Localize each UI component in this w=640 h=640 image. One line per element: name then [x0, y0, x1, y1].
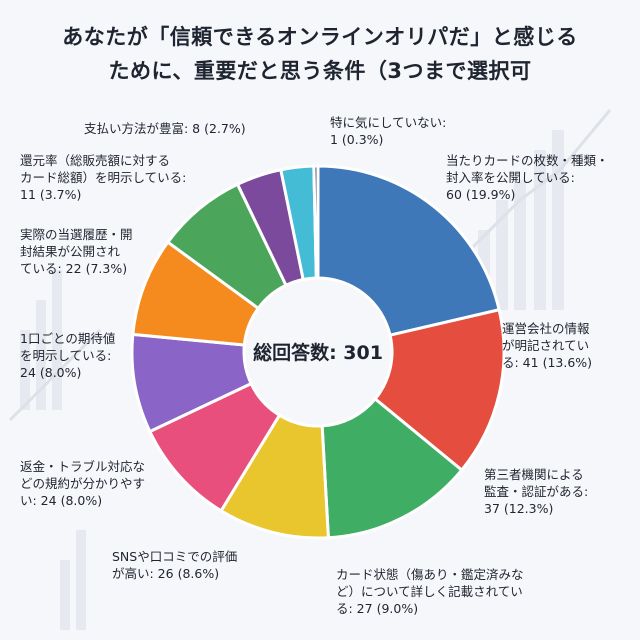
slice-label-10-line-1: 1 (0.3%) [330, 132, 384, 147]
slice-label-1-line-2: る: 41 (13.6%) [502, 355, 593, 370]
slice-label-7-line-2: ている: 22 (7.3%) [20, 261, 128, 276]
slice-label-0-line-1: 封入率を公開している: [446, 170, 575, 185]
slice-label-7-line-1: 封結果が公開され [20, 244, 121, 259]
slice-label-6-line-2: 24 (8.0%) [20, 365, 82, 380]
slice-label-0: 当たりカードの枚数・種類・ 封入率を公開している: 60 (19.9%) [446, 152, 609, 203]
chart-title: あなたが「信頼できるオンラインオリパだ」と感じる ために、重要だと思う条件（3つ… [0, 20, 640, 88]
slice-label-10-line-0: 特に気にしていない: [330, 115, 447, 130]
slice-label-1: 運営会社の情報 が明記されてい る: 41 (13.6%) [502, 320, 592, 371]
slice-label-6-line-1: を明示している: [20, 348, 112, 363]
slice-label-5-line-0: 返金・トラブル対応な [20, 459, 146, 474]
slice-label-9: 支払い方法が豊富: 8 (2.7%) [84, 120, 246, 137]
slice-label-2-line-1: 監査・認証がある: [484, 484, 589, 499]
slice-label-5-line-1: どの規約が分かりやす [20, 476, 146, 491]
center-total-label: 総回答数: 301 [253, 341, 383, 364]
slice-label-1-line-0: 運営会社の情報 [502, 321, 590, 336]
slice-label-3: カード状態（傷あり・鑑定済みな ど）について詳しく記載されてい る: 27 (9.0… [336, 566, 524, 617]
chart-title-line-1: あなたが「信頼できるオンラインオリパだ」と感じる [62, 25, 578, 49]
slice-label-4-line-1: が高い: 26 (8.6%) [112, 566, 220, 581]
slice-label-8-line-1: カード総額）を明示している: [20, 170, 187, 185]
slice-label-4-line-0: SNSや口コミでの評価 [112, 549, 238, 564]
slice-label-7-line-0: 実際の当選履歴・開 [20, 227, 133, 242]
slice-label-1-line-1: が明記されてい [502, 338, 590, 353]
slice-label-4: SNSや口コミでの評価 が高い: 26 (8.6%) [112, 548, 237, 582]
slice-label-3-line-0: カード状態（傷あり・鑑定済みな [336, 567, 524, 582]
slice-label-2-line-0: 第三者機関による [484, 467, 584, 482]
slice-label-5-line-2: い: 24 (8.0%) [20, 493, 103, 508]
slice-label-10: 特に気にしていない: 1 (0.3%) [330, 114, 446, 148]
slice-label-8: 還元率（総販売額に対するカード総額）を明示している: 11 (3.7%) [20, 152, 186, 203]
slice-label-5: 返金・トラブル対応な どの規約が分かりやす い: 24 (8.0%) [20, 458, 145, 509]
slice-label-3-line-1: ど）について詳しく記載されてい [336, 584, 523, 599]
slice-label-2: 第三者機関による 監査・認証がある: 37 (12.3%) [484, 466, 588, 517]
slice-label-6-line-0: 1口ごとの期待値 [20, 331, 116, 346]
chart-title-line-2: ために、重要だと思う条件（3つまで選択可 [108, 59, 532, 83]
slice-label-9-line-0: 支払い方法が豊富: 8 (2.7%) [84, 121, 246, 136]
pie-slice-2 [320, 396, 464, 540]
pie-slice-1 [373, 307, 506, 473]
slice-label-0-line-2: 60 (19.9%) [446, 187, 516, 202]
pie-slice-10 [312, 164, 320, 280]
slice-label-7: 実際の当選履歴・開 封結果が公開され ている: 22 (7.3%) [20, 226, 133, 277]
slice-label-0-line-0: 当たりカードの枚数・種類・ [446, 153, 609, 168]
slice-label-2-line-2: 37 (12.3%) [484, 501, 554, 516]
slice-label-6: 1口ごとの期待値 を明示している: 24 (8.0%) [20, 330, 115, 381]
slice-label-3-line-2: る: 27 (9.0%) [336, 601, 419, 616]
slice-label-8-line-0: 還元率（総販売額に対する [20, 153, 171, 168]
slice-label-8-line-2: 11 (3.7%) [20, 187, 82, 202]
pie-slice-0 [316, 164, 501, 337]
